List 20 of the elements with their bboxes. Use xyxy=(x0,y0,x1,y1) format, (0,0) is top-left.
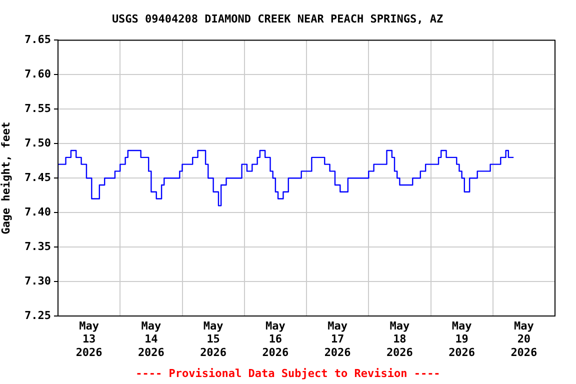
y-tick-label: 7.65 xyxy=(24,33,51,46)
y-tick-label: 7.50 xyxy=(24,136,51,150)
y-tick-label: 7.30 xyxy=(24,274,51,288)
chart-title: USGS 09404208 DIAMOND CREEK NEAR PEACH SPRINGS, AZ xyxy=(112,12,444,26)
x-tick-label: May 17 2026 xyxy=(324,319,352,359)
y-tick-label: 7.55 xyxy=(24,102,51,116)
y-tick-label: 7.35 xyxy=(24,240,51,253)
x-tick-label: May 20 2026 xyxy=(510,319,538,359)
x-tick-label: May 14 2026 xyxy=(138,319,165,359)
y-tick-label: 7.45 xyxy=(24,170,51,184)
x-tick-label: May 16 2026 xyxy=(262,319,290,359)
text: ---- Provisional Data Subject to Revision ---- xyxy=(134,367,442,380)
y-axis-title: Gage height, feet xyxy=(0,122,12,234)
x-tick-label: May 15 2026 xyxy=(200,319,227,359)
y-tick-label: 7.40 xyxy=(24,205,51,218)
y-tick-label: 7.60 xyxy=(24,68,51,81)
x-tick-label: May 19 2026 xyxy=(448,319,476,359)
x-tick-label: May 13 2026 xyxy=(76,319,103,359)
y-tick-label: 7.25 xyxy=(24,308,51,322)
x-tick-label: May 18 2026 xyxy=(386,319,414,359)
